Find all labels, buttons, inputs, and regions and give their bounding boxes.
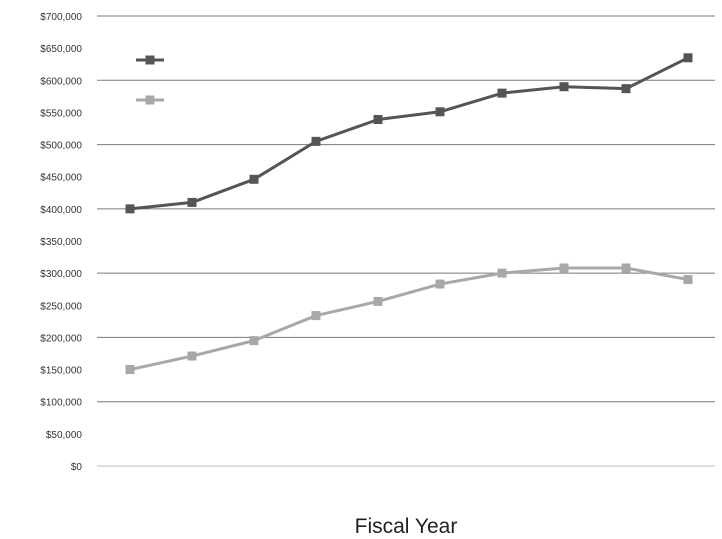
y-tick-label: $200,000 xyxy=(40,333,82,344)
data-point-marker xyxy=(373,296,383,306)
data-point-marker xyxy=(187,351,197,361)
y-tick-label: $650,000 xyxy=(40,44,82,55)
y-axis-tick-labels: $0 $50,000 $100,000 $150,000 $200,000 $250,00… xyxy=(40,12,82,473)
data-point-marker xyxy=(311,311,321,321)
data-point-marker xyxy=(559,82,569,92)
data-point-marker xyxy=(435,107,445,117)
gridlines xyxy=(97,15,715,403)
series-line xyxy=(128,266,690,372)
legend-swatch-marker xyxy=(145,55,155,65)
data-point-marker xyxy=(559,263,569,273)
data-point-marker xyxy=(497,268,507,278)
data-point-marker xyxy=(249,336,259,346)
y-tick-label: $150,000 xyxy=(40,366,82,377)
x-axis-title: Fiscal Year xyxy=(355,515,458,538)
data-point-marker xyxy=(125,365,135,375)
y-tick-label: $450,000 xyxy=(40,173,82,184)
data-point-marker xyxy=(187,197,197,207)
y-tick-label: $600,000 xyxy=(40,76,82,87)
data-point-marker xyxy=(621,263,631,273)
series-lines xyxy=(125,53,693,375)
series-line xyxy=(128,56,690,211)
y-tick-label: $0 xyxy=(71,462,83,473)
y-tick-label: $350,000 xyxy=(40,237,82,248)
y-tick-label: $100,000 xyxy=(40,398,82,409)
y-tick-label: $550,000 xyxy=(40,108,82,119)
y-tick-label: $300,000 xyxy=(40,269,82,280)
data-point-marker xyxy=(435,279,445,289)
data-point-marker xyxy=(125,204,135,214)
legend xyxy=(136,55,164,105)
data-point-marker xyxy=(249,174,259,184)
data-point-marker xyxy=(497,88,507,98)
y-tick-label: $50,000 xyxy=(46,430,83,441)
legend-swatch-marker xyxy=(145,95,155,105)
y-tick-label: $700,000 xyxy=(40,12,82,23)
y-tick-label: $400,000 xyxy=(40,205,82,216)
data-point-marker xyxy=(683,53,693,63)
y-tick-label: $250,000 xyxy=(40,301,82,312)
data-point-marker xyxy=(373,115,383,124)
data-point-marker xyxy=(683,275,693,285)
y-tick-label: $500,000 xyxy=(40,141,82,152)
data-point-marker xyxy=(311,136,321,146)
data-point-marker xyxy=(621,84,631,94)
